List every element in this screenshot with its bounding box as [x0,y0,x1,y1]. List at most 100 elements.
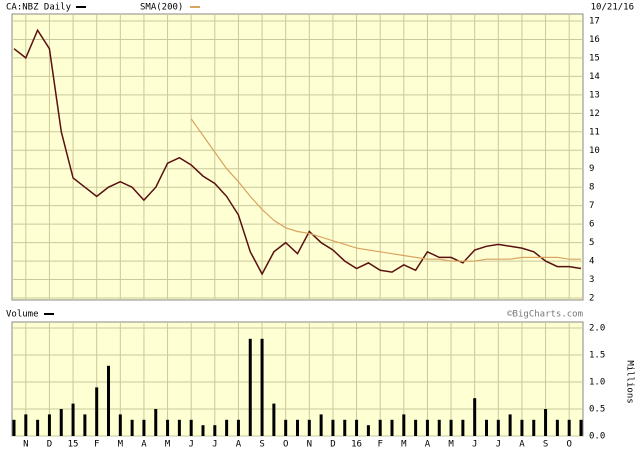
volume-bar [118,414,122,436]
volume-bar [366,425,370,436]
volume-bar [555,419,559,436]
y-tick-label: 10 [589,146,600,156]
x-tick-label: S [543,440,548,450]
volume-bar [508,414,512,436]
volume-bar [201,425,205,436]
price-line [13,28,582,276]
y-axis-label: Millions [625,360,635,403]
y-tick-label: 4 [589,257,594,267]
x-tick-label: M [448,440,454,450]
y-tick-label: 7 [589,201,594,211]
volume-bar [449,419,453,436]
volume-bar [59,409,63,436]
x-tick-label: D [47,440,52,450]
date: 10/21/16 [591,3,634,13]
volume-bar [272,403,276,436]
x-tick-label: A [425,440,431,450]
volume-bar [473,398,477,436]
volume-bar [437,419,441,436]
x-tick-label: S [259,440,264,450]
volume-bar [544,409,548,436]
source: ©BigCharts.com [507,310,583,320]
y-tick-label: 1.0 [589,378,605,388]
y-tick-label: 1.5 [589,351,605,361]
y-tick-label: 17 [589,17,600,27]
volume-bar [296,419,299,436]
x-tick-label: A [519,440,525,450]
x-tick-label: J [496,440,501,450]
price-panel [11,13,584,301]
x-tick-label: M [401,440,407,450]
x-tick-label: D [330,440,335,450]
volume-bar [248,338,252,436]
volume-bar [567,419,571,436]
volume-bar [47,414,51,436]
y-tick-label: 14 [589,72,600,82]
volume-bar [532,419,536,436]
x-tick-label: M [118,440,124,450]
y-tick-label: 13 [589,90,600,100]
x-tick-label: A [141,440,147,450]
volume-bar [36,419,40,436]
volume-bar [485,419,488,436]
x-tick-label: N [307,440,312,450]
volume-bar [95,387,99,436]
volume-bar [284,419,288,436]
volume-bar [579,419,583,436]
y-tick-label: 2.0 [589,324,605,334]
volume-bar [213,425,217,436]
legend-label: SMA(200) [140,3,183,13]
volume-bar [24,414,28,436]
x-tick-label: 16 [351,440,362,450]
volume-bar [225,419,229,436]
volume-bar [154,409,158,436]
x-tick-label: F [377,440,382,450]
y-tick-label: 3 [589,275,594,285]
y-tick-label: 0.5 [589,405,605,415]
x-tick-label: F [94,440,99,450]
x-tick-label: J [188,440,193,450]
volume-bar [355,419,359,436]
volume-bar [402,414,406,436]
y-tick-label: 12 [589,109,600,119]
volume-bar [331,419,335,436]
volume-bar [177,419,181,436]
x-tick-label: J [472,440,477,450]
volume-bar [71,403,75,436]
volume-bar [107,365,110,436]
volume-bar [414,419,418,436]
volume-bar [378,419,382,436]
volume-bar [425,419,429,436]
volume-bar [166,419,170,436]
x-tick-label: O [283,440,288,450]
y-tick-label: 16 [589,35,600,45]
volume-bar [307,419,311,436]
volume-bar [142,419,146,436]
price-line [190,118,581,262]
volume-bar [12,419,16,436]
volume-bar [520,419,524,436]
y-tick-label: 5 [589,238,594,248]
y-tick-label: 6 [589,220,594,230]
x-tick-label: M [165,440,171,450]
y-tick-label: 8 [589,183,594,193]
y-tick-label: 9 [589,164,594,174]
y-tick-label: 2 [589,294,594,304]
volume-title: Volume [6,310,39,320]
x-tick-label: A [236,440,242,450]
volume-bar [390,419,394,436]
volume-bar [189,419,193,436]
x-tick-label: J [212,440,217,450]
volume-bar [319,414,323,436]
volume-bar [130,419,134,436]
volume-bar [260,338,264,436]
volume-bar [343,419,347,436]
y-tick-label: 0.0 [589,432,605,442]
volume-bar [496,419,500,436]
legend-label: CA:NBZ Daily [6,3,72,13]
volume-bar [461,419,465,436]
x-tick-label: N [23,440,28,450]
y-tick-label: 15 [589,53,600,63]
